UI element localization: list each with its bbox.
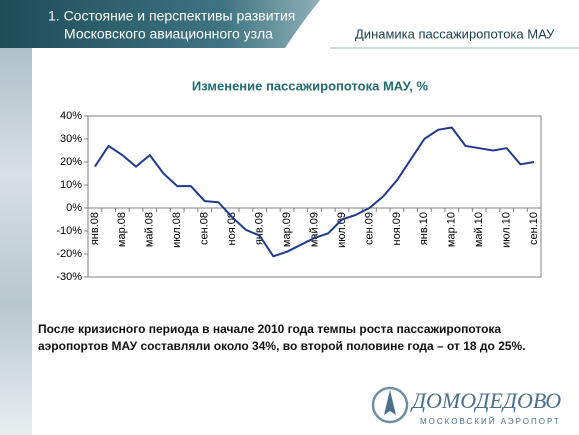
x-tick-label: сен.08 bbox=[199, 212, 211, 245]
section-title: Динамика пассажиропотока МАУ bbox=[355, 26, 555, 41]
x-tick-label: май.10 bbox=[473, 212, 485, 247]
y-tick-label: 20% bbox=[60, 156, 82, 168]
x-tick-label: мар.10 bbox=[446, 212, 458, 247]
header-title: 1. Состояние и перспективы развития bbox=[48, 8, 295, 24]
x-tick-label: июл.08 bbox=[171, 212, 183, 248]
y-tick-label: -20% bbox=[56, 248, 82, 260]
sky-strip bbox=[0, 0, 32, 435]
y-tick-label: -10% bbox=[56, 225, 82, 237]
y-tick-label: 10% bbox=[60, 179, 82, 191]
x-tick-label: май.09 bbox=[308, 212, 320, 247]
logo: ДОМОДЕДОВО МОСКОВСКИЙ АЭРОПОРТ bbox=[371, 386, 561, 426]
x-tick-label: мар.09 bbox=[281, 212, 293, 247]
body-text: аэропортов МАУ составляли около 34%, во … bbox=[38, 339, 526, 353]
header-title: Московского авиационного узла bbox=[64, 26, 273, 42]
x-tick-label: май.08 bbox=[144, 212, 156, 247]
x-tick-label: янв.10 bbox=[418, 212, 430, 245]
x-tick-label: янв.09 bbox=[253, 212, 265, 245]
x-tick-label: янв.08 bbox=[89, 212, 101, 245]
header-band bbox=[0, 0, 320, 48]
logo-tagline: МОСКОВСКИЙ АЭРОПОРТ bbox=[420, 417, 561, 426]
y-tick-label: 0% bbox=[66, 202, 82, 214]
x-tick-label: сен.09 bbox=[363, 212, 375, 245]
x-tick-label: сен.10 bbox=[528, 212, 540, 245]
x-tick-label: июл.09 bbox=[336, 212, 348, 248]
logo-name: ДОМОДЕДОВО bbox=[410, 388, 561, 413]
x-tick-label: ноя.09 bbox=[391, 212, 403, 245]
logo-ring bbox=[371, 386, 409, 424]
y-tick-label: 40% bbox=[60, 110, 82, 122]
data-line bbox=[94, 126, 535, 258]
plot-area bbox=[87, 115, 542, 278]
x-tick-label: июл.10 bbox=[501, 212, 513, 248]
body-text: После кризисного периода в начале 2010 г… bbox=[38, 322, 501, 336]
x-tick-label: мар.08 bbox=[116, 212, 128, 247]
chart-title: Изменение пассажиропотока МАУ, % bbox=[192, 78, 429, 93]
y-tick-label: -30% bbox=[56, 271, 82, 283]
logo-plane bbox=[384, 390, 396, 415]
y-tick-label: 30% bbox=[60, 133, 82, 145]
